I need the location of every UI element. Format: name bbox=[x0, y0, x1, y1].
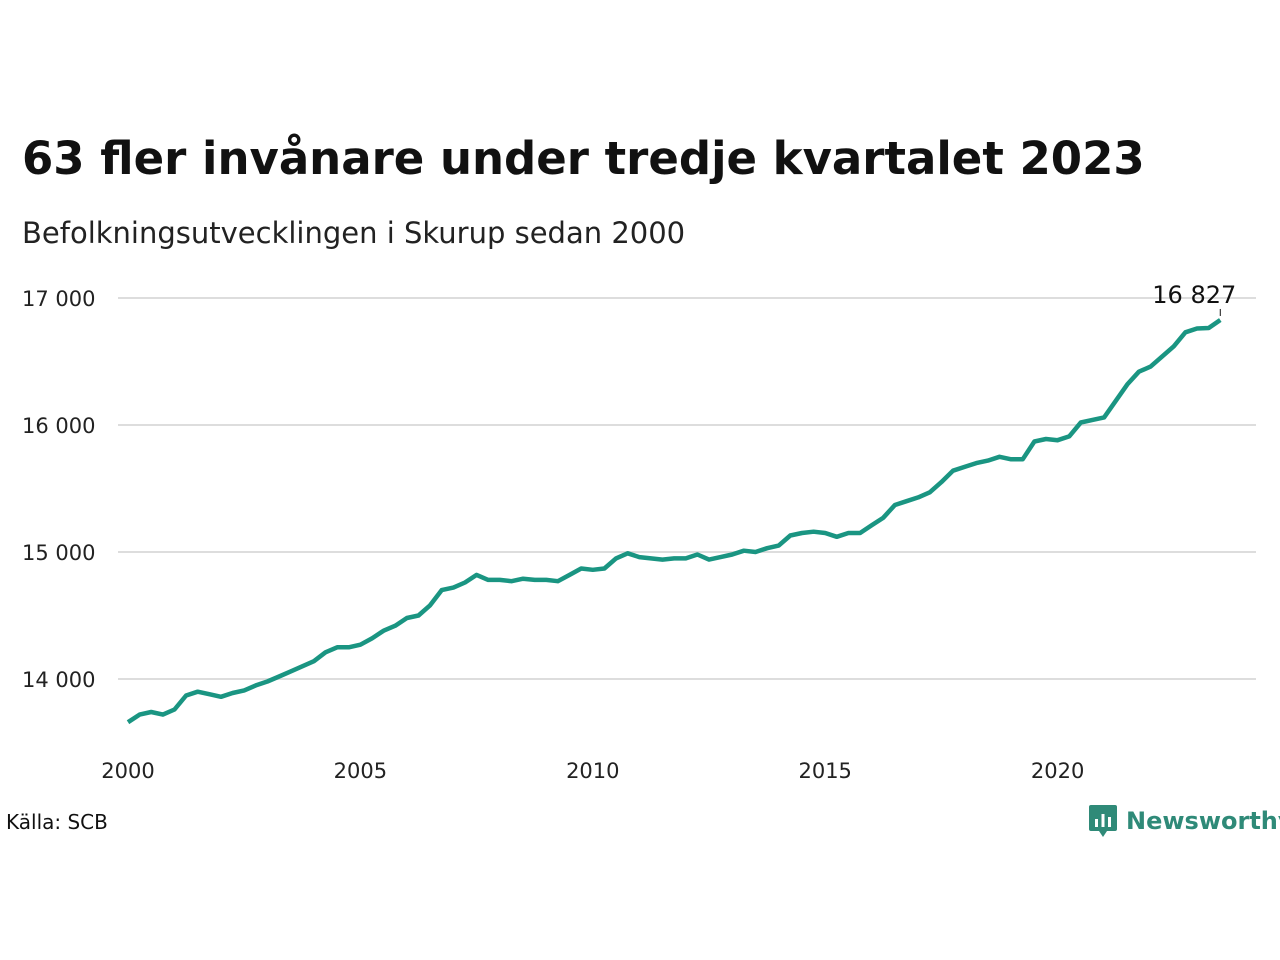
y-tick-label: 15 000 bbox=[22, 541, 95, 565]
population-line bbox=[126, 318, 1222, 725]
end-value-label: 16 827 bbox=[1152, 281, 1236, 309]
x-tick-label: 2010 bbox=[566, 759, 619, 783]
brand-logo[interactable]: Newsworthy bbox=[1088, 804, 1280, 838]
y-axis-ticks: 14 000 15 000 16 000 17 000 bbox=[22, 287, 95, 692]
x-tick-label: 2000 bbox=[101, 759, 154, 783]
chart-subtitle: Befolkningsutvecklingen i Skurup sedan 2… bbox=[22, 216, 686, 250]
source-note: Källa: SCB bbox=[6, 810, 108, 834]
y-tick-label: 17 000 bbox=[22, 287, 95, 311]
y-tick-label: 14 000 bbox=[22, 668, 95, 692]
y-tick-label: 16 000 bbox=[22, 414, 95, 438]
brand-name: Newsworthy bbox=[1126, 807, 1280, 835]
grid-lines bbox=[118, 297, 1256, 680]
x-tick-label: 2020 bbox=[1031, 759, 1084, 783]
x-tick-label: 2005 bbox=[334, 759, 387, 783]
x-tick-label: 2015 bbox=[798, 759, 851, 783]
chart-title: 63 fler invånare under tredje kvartalet … bbox=[22, 132, 1145, 185]
x-axis-ticks: 2000 2005 2010 2015 2020 bbox=[101, 759, 1084, 783]
newsworthy-chart-bubble-icon bbox=[1089, 805, 1117, 837]
